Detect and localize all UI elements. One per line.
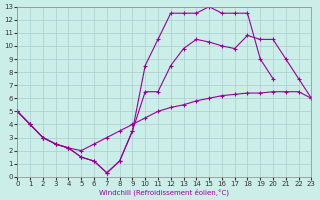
X-axis label: Windchill (Refroidissement éolien,°C): Windchill (Refroidissement éolien,°C) <box>100 188 229 196</box>
